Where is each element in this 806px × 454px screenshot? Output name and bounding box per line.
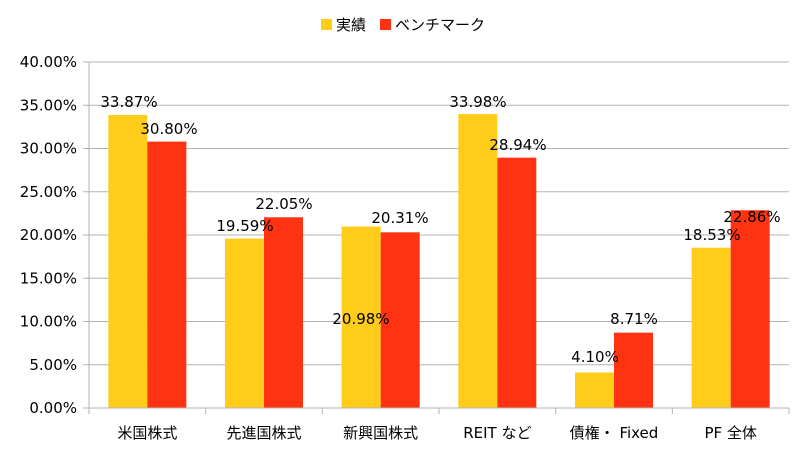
x-tick-label: 米国株式 <box>117 424 177 442</box>
x-tick-label: 新興国株式 <box>343 424 418 442</box>
x-tick-label: 債権・ Fixed <box>570 424 659 442</box>
y-tick-label: 20.00% <box>20 226 77 244</box>
data-label-actual: 4.10% <box>571 348 619 366</box>
bar-actual <box>225 238 264 408</box>
bar-actual <box>108 115 148 408</box>
y-tick-label: 25.00% <box>20 183 77 201</box>
legend-label-benchmark: ベンチマーク <box>395 16 486 34</box>
bar-benchmark <box>497 157 537 408</box>
y-tick-label: 40.00% <box>20 53 77 71</box>
data-label-benchmark: 20.31% <box>371 209 428 227</box>
data-label-benchmark: 22.05% <box>255 195 312 213</box>
x-tick-label: REIT など <box>463 424 531 442</box>
x-tick-label: PF 全体 <box>704 424 756 442</box>
legend-item-benchmark: ベンチマーク <box>380 14 485 35</box>
data-label-benchmark: 22.86% <box>723 208 780 226</box>
legend-item-actual: 実績 <box>320 14 366 35</box>
y-tick-label: 30.00% <box>20 140 77 158</box>
bar-benchmark <box>614 332 653 408</box>
data-label-actual: 33.98% <box>449 93 506 111</box>
data-label-actual: 20.98% <box>332 310 389 328</box>
bar-benchmark <box>147 141 187 408</box>
y-tick-label: 10.00% <box>20 313 77 331</box>
data-label-benchmark: 30.80% <box>140 120 197 138</box>
data-label-actual: 33.87% <box>100 93 157 111</box>
legend-label-actual: 実績 <box>335 16 366 34</box>
data-label-benchmark: 28.94% <box>489 136 546 154</box>
legend-swatch-benchmark <box>380 19 391 30</box>
bar-benchmark <box>380 232 420 408</box>
chart-legend: 実績 ベンチマーク <box>0 14 806 35</box>
y-tick-label: 35.00% <box>20 96 77 114</box>
bar-actual <box>341 226 381 408</box>
bar-actual <box>691 247 731 408</box>
data-label-benchmark: 8.71% <box>610 310 658 328</box>
bar-actual <box>458 114 498 408</box>
x-tick-label: 先進国株式 <box>226 424 301 442</box>
legend-swatch-actual <box>320 19 332 30</box>
data-label-actual: 18.53% <box>683 226 740 244</box>
bar-benchmark <box>264 217 303 408</box>
y-tick-label: 0.00% <box>29 399 77 417</box>
y-tick-label: 5.00% <box>29 356 77 374</box>
y-tick-label: 15.00% <box>20 269 77 287</box>
bar-benchmark <box>730 210 770 408</box>
data-label-actual: 19.59% <box>216 217 273 235</box>
bar-actual <box>575 372 614 408</box>
